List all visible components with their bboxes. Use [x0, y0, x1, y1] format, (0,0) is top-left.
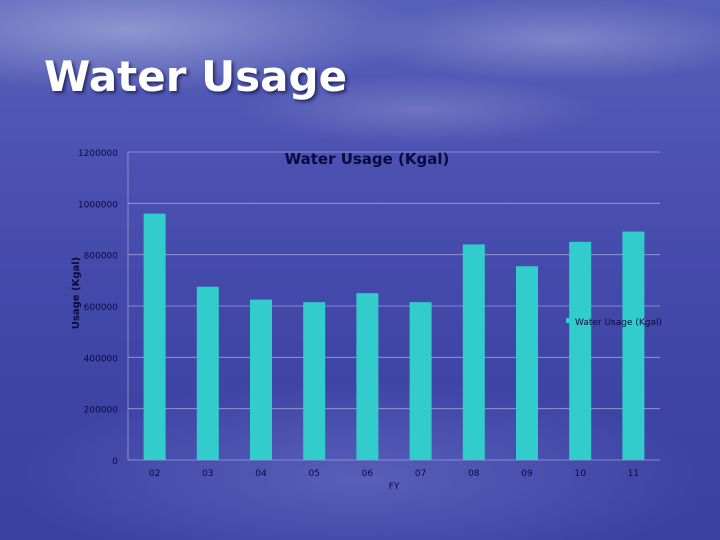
x-tick-label: 06 [362, 469, 374, 479]
bar-06 [356, 293, 379, 460]
bar-02 [143, 213, 166, 460]
bar-03 [196, 286, 219, 460]
bar-08 [462, 244, 485, 460]
bar-05 [303, 302, 326, 460]
y-tick-label: 800000 [84, 252, 119, 262]
y-tick-label: 600000 [84, 303, 119, 313]
slide-title: Water Usage [44, 52, 348, 101]
bars [143, 213, 645, 460]
bar-09 [516, 266, 538, 460]
bar-11 [622, 231, 645, 460]
x-tick-label: 08 [468, 469, 480, 479]
y-tick-label: 1000000 [78, 200, 118, 210]
y-axis-label: Usage (Kgal) [71, 257, 82, 329]
bar-10 [569, 241, 592, 460]
y-tick-label: 1200000 [78, 149, 118, 159]
x-axis-label: FY [389, 482, 400, 492]
x-tick-labels: 02 03 04 05 06 07 08 09 10 11 [149, 469, 639, 479]
legend: Water Usage (Kgal) [566, 318, 662, 328]
x-tick-label: 07 [415, 469, 426, 479]
x-tick-label: 11 [628, 469, 639, 479]
x-tick-label: 09 [521, 469, 533, 479]
x-tick-label: 02 [149, 469, 160, 479]
y-tick-label: 200000 [84, 406, 119, 416]
chart-title: Water Usage (Kgal) [285, 150, 450, 168]
y-tick-label: 400000 [84, 354, 119, 364]
x-tick-label: 05 [308, 469, 319, 479]
bar-07 [409, 302, 432, 460]
x-tick-label: 10 [574, 469, 586, 479]
legend-swatch [566, 318, 571, 323]
y-tick-labels: 0 200000 400000 600000 800000 1000000 1200000 [78, 149, 118, 467]
bar-04 [250, 299, 272, 460]
x-tick-label: 03 [202, 469, 213, 479]
legend-label: Water Usage (Kgal) [575, 318, 662, 328]
x-tick-label: 04 [255, 469, 267, 479]
y-tick-label: 0 [112, 457, 118, 467]
